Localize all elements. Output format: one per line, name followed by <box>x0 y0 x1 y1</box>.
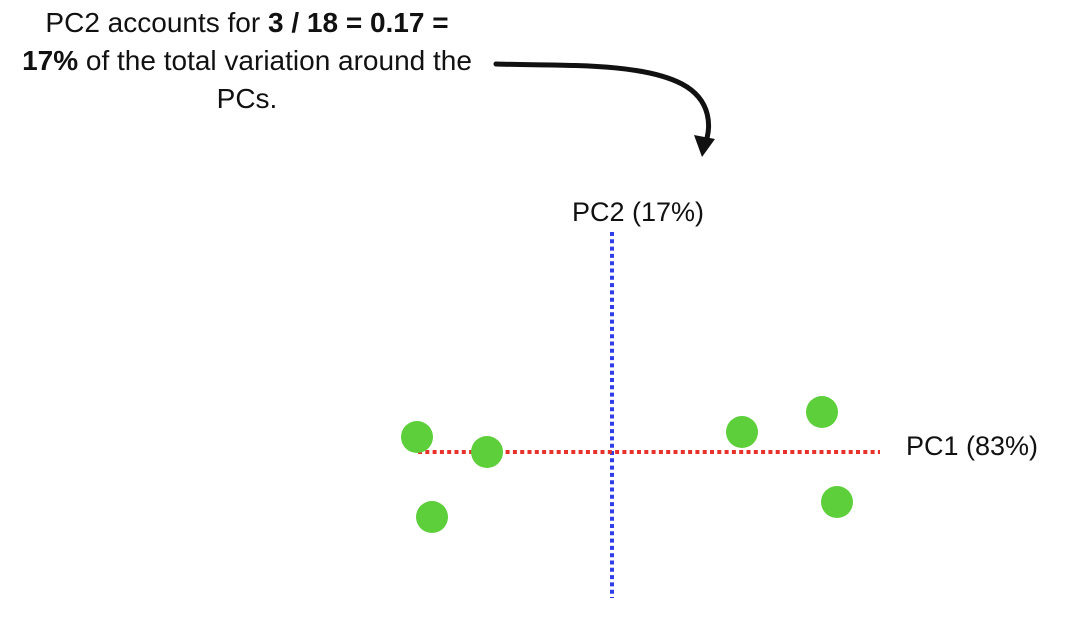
data-point-3 <box>416 501 448 533</box>
caption-part-1: PC2 accounts for <box>45 7 268 38</box>
callout-arrow-head <box>694 135 715 157</box>
callout-arrow-line <box>493 61 711 150</box>
data-point-4 <box>726 416 758 448</box>
data-point-5 <box>806 396 838 428</box>
callout-arrow <box>493 61 715 157</box>
data-point-1 <box>401 421 433 453</box>
caption-part-2: of the total variation around the PCs. <box>78 45 472 114</box>
data-point-6 <box>821 486 853 518</box>
pc1-axis-label: PC1 (83%) <box>906 431 1039 461</box>
pc2-axis-label: PC2 (17%) <box>572 197 705 227</box>
caption-bold-percent: 17% <box>22 45 79 76</box>
data-point-2 <box>471 436 503 468</box>
data-points <box>401 396 853 533</box>
caption-bold-fraction: 3 / 18 = 0.17 = <box>267 7 449 38</box>
caption-text: PC2 accounts for 3 / 18 = 0.17 = 17% of t… <box>0 4 494 118</box>
